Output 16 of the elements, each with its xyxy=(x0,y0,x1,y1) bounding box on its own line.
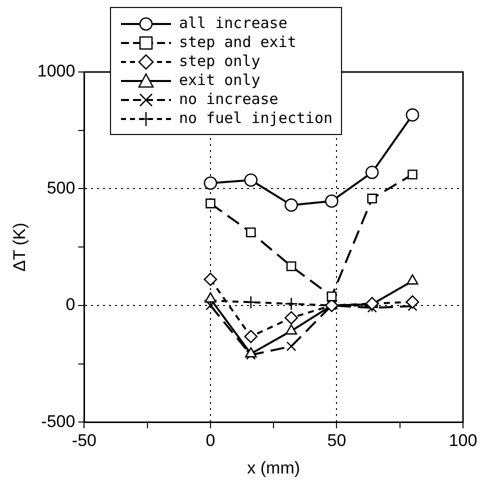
legend-label: step only xyxy=(179,52,260,71)
x-tick-label: 100 xyxy=(448,431,478,450)
legend-label: no fuel injection xyxy=(179,109,333,128)
y-axis-title: ΔT (K) xyxy=(10,222,29,272)
x-tick-label: 0 xyxy=(206,431,216,450)
legend-label: no increase xyxy=(179,90,278,109)
y-tick-label: 1000 xyxy=(37,62,76,81)
y-tick-label: 500 xyxy=(46,178,76,198)
y-tick-label: 0 xyxy=(66,295,76,314)
x-axis-title: x (mm) xyxy=(247,458,300,478)
y-tick-label: -500 xyxy=(41,412,76,431)
x-tick-label: 50 xyxy=(327,431,346,450)
legend-label: all increase xyxy=(179,14,288,33)
x-tick-label: -50 xyxy=(72,431,97,450)
legend-label: exit only xyxy=(179,71,260,90)
legend-label: step and exit xyxy=(179,33,296,52)
